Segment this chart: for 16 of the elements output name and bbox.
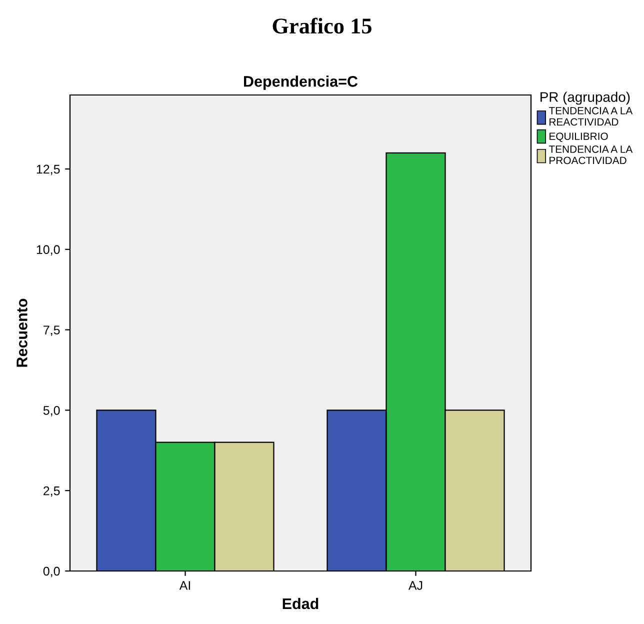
x-tick-label: AJ [408,581,422,590]
chart-title: Grafico 15 [272,18,372,34]
legend-label: EQUILIBRIO [550,132,608,142]
legend-title: PR (agrupado) [540,92,630,105]
y-tick-label: 12,5 [36,164,60,176]
chart-subtitle: Dependencia=C [244,76,358,90]
y-tick-label: 7,5 [44,326,60,336]
y-tick-label: 10,0 [36,245,60,256]
x-tick-label: AI [179,581,190,590]
legend-label: TENDENCIA A LA PROACTIVIDAD [548,146,633,164]
legend-label: TENDENCIA A LA REACTIVIDAD [548,107,633,126]
y-axis-title: Recuento [16,298,28,367]
y-tick-label: 5,0 [43,406,60,416]
x-axis-title: Edad [282,598,318,610]
y-tick-label: 0,0 [43,566,60,578]
y-tick-label: 2,5 [44,486,60,497]
